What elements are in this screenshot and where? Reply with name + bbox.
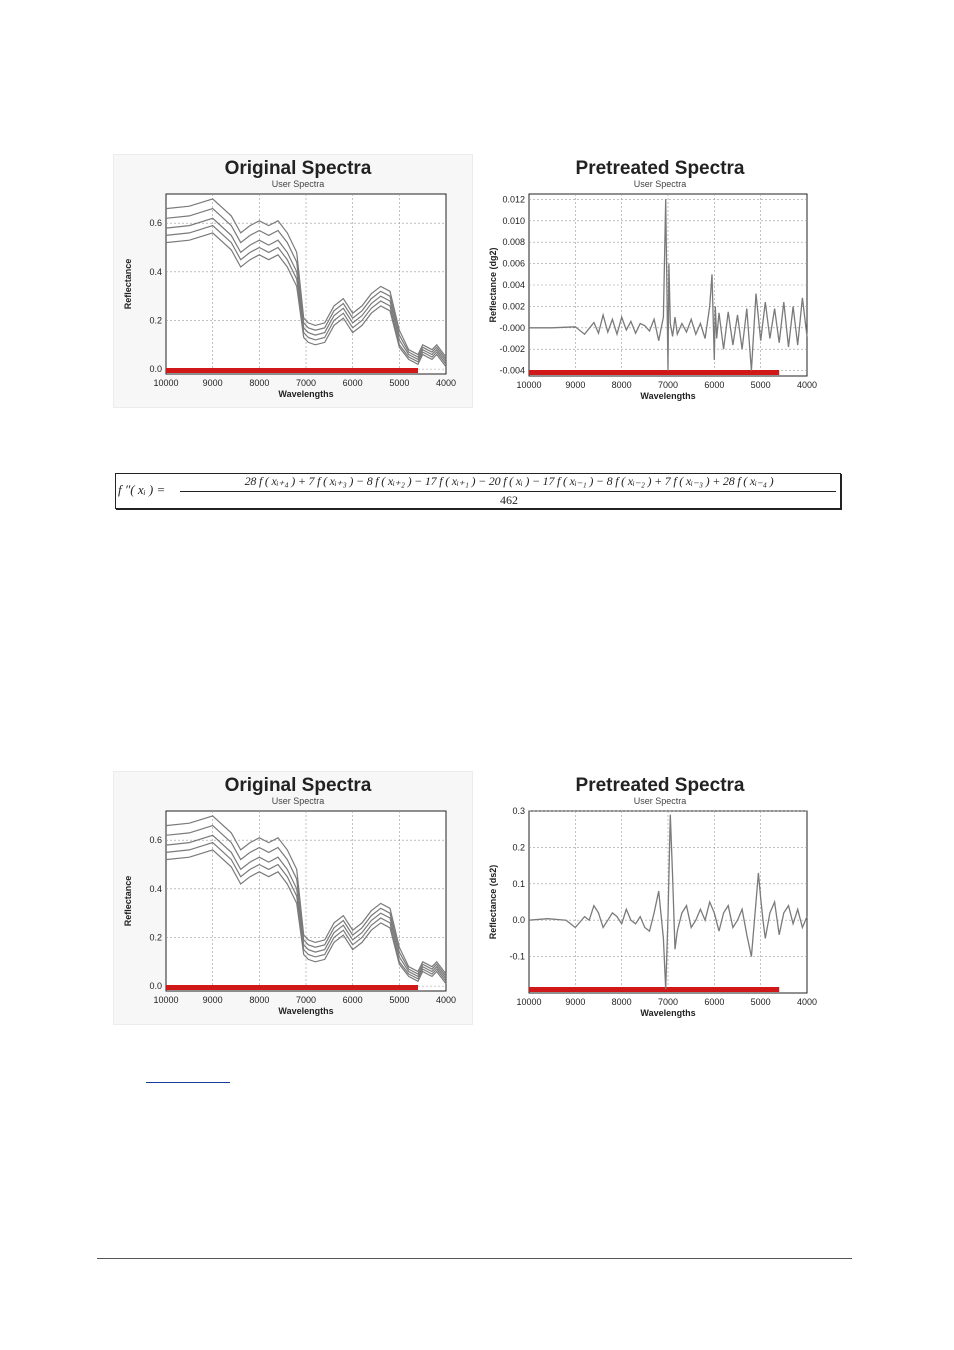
y-tick-label: 0.012 <box>502 194 525 204</box>
y-tick-label: 0.1 <box>512 879 525 889</box>
hyperlink-underline[interactable] <box>146 1068 230 1083</box>
series-line-smoothed-derivative-1 <box>528 814 808 990</box>
y-tick-label: 0.0 <box>512 915 525 925</box>
chart-subtitle: User Spectra <box>272 179 325 189</box>
x-tick-label: 8000 <box>612 380 632 390</box>
x-tick-label: 7000 <box>658 380 678 390</box>
chart-title: Original Spectra <box>225 775 372 796</box>
chart-subtitle: User Spectra <box>634 179 687 189</box>
series-line-spectrum-5 <box>165 849 447 985</box>
x-tick-label: 9000 <box>565 997 585 1007</box>
series-line-spectrum-2 <box>165 824 447 977</box>
chart-title: Original Spectra <box>225 158 372 179</box>
series-line-spectrum-1 <box>165 198 447 358</box>
series-line-spectrum-4 <box>165 841 447 982</box>
y-tick-label: -0.1 <box>509 952 525 962</box>
series-line-spectrum-4 <box>165 224 447 365</box>
y-axis-label: Reflectance (dg2) <box>488 247 498 322</box>
y-tick-label: 0.3 <box>512 806 525 816</box>
x-tick-label: 8000 <box>249 378 269 388</box>
series-line-spectrum-3 <box>165 834 447 980</box>
x-tick-label: 7000 <box>658 997 678 1007</box>
y-tick-label: -0.004 <box>499 366 525 376</box>
y-tick-label: 0.4 <box>149 267 162 277</box>
x-tick-label: 6000 <box>704 380 724 390</box>
second-derivative-formula: f ″( xᵢ ) = 28 f ( xᵢ₊₄ ) + 7 f ( xᵢ₊₃ )… <box>115 473 841 509</box>
x-tick-label: 5000 <box>389 995 409 1005</box>
x-tick-label: 9000 <box>203 378 223 388</box>
y-tick-label: 0.008 <box>502 237 525 247</box>
x-tick-label: 10000 <box>153 995 178 1005</box>
y-tick-label: 0.006 <box>502 259 525 269</box>
chart-panel-original-top: Original Spectra User Spectra 10000 9000 800… <box>113 154 473 408</box>
y-tick-label: 0.002 <box>502 301 525 311</box>
series-line-spectrum-1 <box>165 815 447 975</box>
x-tick-label: 5000 <box>751 997 771 1007</box>
x-tick-label: 6000 <box>343 995 363 1005</box>
x-tick-label: 4000 <box>436 378 456 388</box>
x-tick-label: 7000 <box>296 995 316 1005</box>
y-tick-label: 0.0 <box>149 364 162 374</box>
y-tick-label: 0.6 <box>149 218 162 228</box>
x-tick-label: 10000 <box>153 378 178 388</box>
formula-fraction-bar <box>180 491 836 492</box>
x-axis-label: Wavelengths <box>278 1006 333 1016</box>
x-axis-label: Wavelengths <box>278 389 333 399</box>
x-tick-label: 10000 <box>516 380 541 390</box>
y-tick-label: -0.000 <box>499 323 525 333</box>
x-tick-label: 5000 <box>389 378 409 388</box>
x-tick-label: 6000 <box>704 997 724 1007</box>
range-bar <box>166 368 418 373</box>
x-tick-label: 6000 <box>343 378 363 388</box>
range-bar <box>529 987 780 992</box>
y-tick-label: 0.2 <box>512 842 525 852</box>
x-tick-label: 4000 <box>436 995 456 1005</box>
x-tick-label: 9000 <box>203 995 223 1005</box>
y-tick-label: 0.2 <box>149 315 162 325</box>
chart-panel-original-bottom: Original Spectra User Spectra 10000 9000 800… <box>113 771 473 1025</box>
chart-panel-pretreated-bottom: Pretreated Spectra User Spectra 10000 9000 8… <box>478 771 838 1025</box>
series-line-spectrum-2 <box>165 207 447 360</box>
y-axis-label: Reflectance <box>123 876 133 927</box>
series-line-spectrum-3 <box>165 217 447 363</box>
x-tick-label: 8000 <box>249 995 269 1005</box>
range-bar <box>529 370 780 375</box>
y-axis-label: Reflectance <box>123 259 133 310</box>
chart-title: Pretreated Spectra <box>576 158 745 179</box>
formula-numerator: 28 f ( xᵢ₊₄ ) + 7 f ( xᵢ₊₃ ) − 8 f ( xᵢ₊… <box>244 474 774 488</box>
x-tick-label: 9000 <box>565 380 585 390</box>
x-tick-label: 5000 <box>751 380 771 390</box>
series-line-derivative-1 <box>529 199 808 371</box>
x-tick-label: 10000 <box>516 997 541 1007</box>
x-axis-label: Wavelengths <box>640 391 695 401</box>
footer-rule <box>97 1258 852 1259</box>
y-tick-label: 0.010 <box>502 216 525 226</box>
y-axis-label: Reflectance (ds2) <box>488 865 498 940</box>
y-tick-label: 0.6 <box>149 835 162 845</box>
y-tick-label: 0.0 <box>149 981 162 991</box>
formula-denominator: 462 <box>500 493 518 507</box>
y-tick-label: -0.002 <box>499 344 525 354</box>
y-tick-label: 0.2 <box>149 932 162 942</box>
range-bar <box>166 985 418 990</box>
series-line-spectrum-5 <box>165 232 447 368</box>
x-tick-label: 8000 <box>612 997 632 1007</box>
chart-title: Pretreated Spectra <box>576 775 745 796</box>
formula-lhs: f ″( xᵢ ) = <box>118 482 166 497</box>
x-tick-label: 4000 <box>797 380 817 390</box>
x-tick-label: 7000 <box>296 378 316 388</box>
chart-subtitle: User Spectra <box>634 796 687 806</box>
chart-subtitle: User Spectra <box>272 796 325 806</box>
chart-panel-pretreated-top: Pretreated Spectra User Spectra 10000 9000 8… <box>478 154 838 408</box>
x-axis-label: Wavelengths <box>640 1008 695 1018</box>
x-tick-label: 4000 <box>797 997 817 1007</box>
y-tick-label: 0.004 <box>502 280 525 290</box>
y-tick-label: 0.4 <box>149 884 162 894</box>
